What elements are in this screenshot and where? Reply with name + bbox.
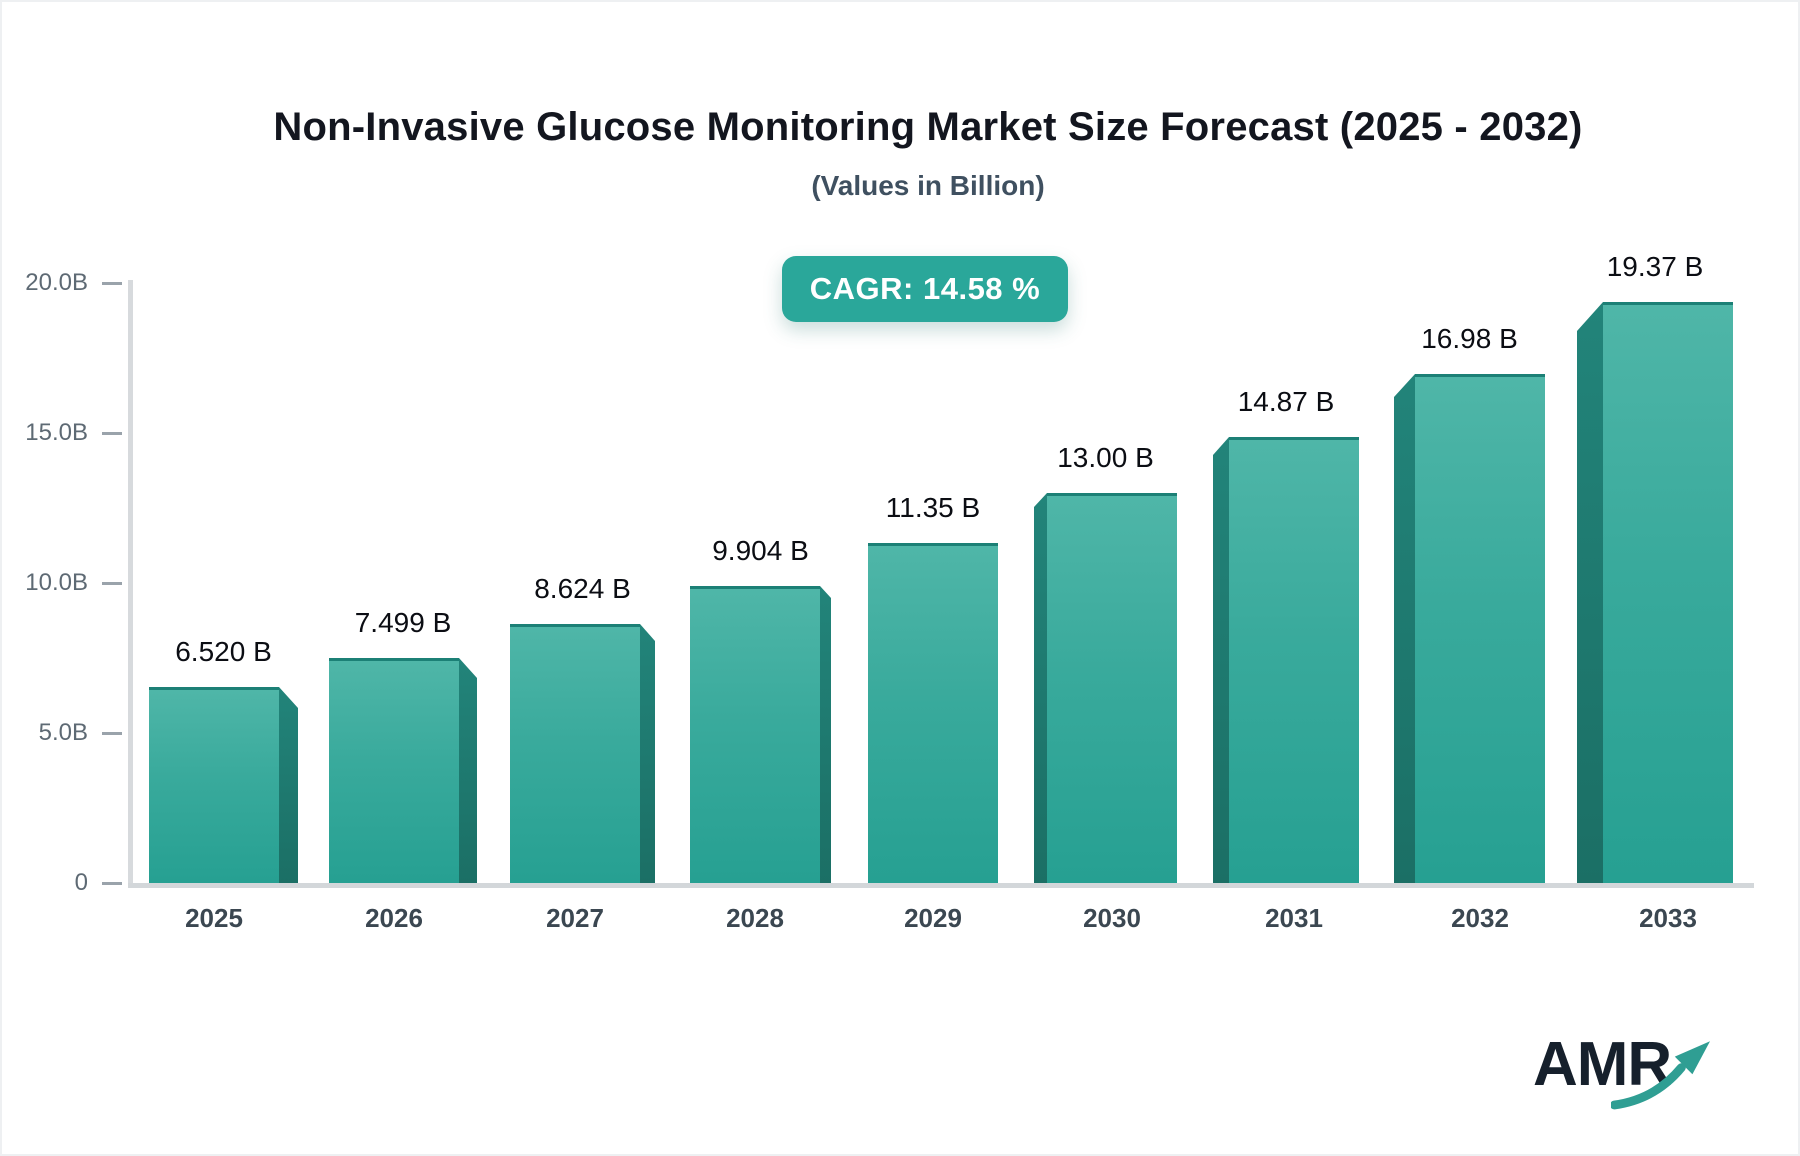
y-tick-label: 20.0B <box>25 269 88 296</box>
y-tick-label: 0 <box>74 869 88 896</box>
bar-value-label: 14.87 B <box>1237 386 1335 417</box>
bar-3d-side <box>1213 437 1229 883</box>
bar-2030 <box>1047 493 1177 883</box>
bar-3d-side <box>1034 493 1047 883</box>
y-tick-mark <box>102 582 122 585</box>
bar-value-label: 8.624 B <box>534 573 631 604</box>
bar-value-label: 9.904 B <box>712 535 809 566</box>
cagr-badge: CAGR: 14.58 % <box>782 256 1068 322</box>
x-axis-label: 2026 <box>365 903 423 933</box>
bar-2025 <box>149 687 279 883</box>
bar-3d-side <box>279 687 298 883</box>
x-axis-label: 2025 <box>185 903 243 933</box>
bar-value-label: 7.499 B <box>354 607 452 638</box>
bar-3d-side <box>459 658 477 883</box>
bar-3d-side <box>820 586 831 883</box>
y-tick-label: 5.0B <box>38 719 88 746</box>
bar-2031 <box>1229 437 1359 883</box>
y-tick-mark <box>102 732 122 735</box>
bar-value-label: 11.35 B <box>885 492 981 523</box>
amr-logo: AMR <box>1533 1030 1723 1120</box>
bar-3d-side <box>1577 302 1603 883</box>
bar-2029 <box>868 543 998 883</box>
bar-2027 <box>510 624 640 883</box>
bar-2028 <box>690 586 820 883</box>
x-axis-label: 2028 <box>726 903 784 933</box>
bar-value-label: 13.00 B <box>1057 442 1154 473</box>
y-tick-mark <box>102 282 122 285</box>
chart-header: Non-Invasive Glucose Monitoring Market S… <box>56 0 1800 203</box>
x-axis-label: 2032 <box>1451 903 1509 933</box>
chart-title: Non-Invasive Glucose Monitoring Market S… <box>273 105 1583 149</box>
cagr-badge-label: CAGR: 14.58 % <box>809 271 1041 306</box>
y-tick-label: 15.0B <box>25 419 88 446</box>
x-axis-label: 2027 <box>546 903 604 933</box>
y-tick-mark <box>102 882 122 885</box>
bar-2026 <box>329 658 459 883</box>
growth-arrow-icon <box>1611 1041 1710 1110</box>
y-tick-mark <box>102 432 122 435</box>
x-axis-label: 2031 <box>1265 903 1323 933</box>
x-axis-label: 2033 <box>1639 903 1697 933</box>
chart-subtitle: (Values in Billion) <box>811 170 1045 201</box>
bar-value-label: 6.520 B <box>175 636 272 667</box>
y-tick-label: 10.0B <box>25 569 88 596</box>
x-axis-label: 2030 <box>1083 903 1141 933</box>
bar-3d-side <box>1394 374 1415 883</box>
bar-value-label: 16.98 B <box>1421 323 1518 354</box>
bar-3d-side <box>640 624 655 883</box>
bar-2033 <box>1603 302 1733 883</box>
x-axis-baseline <box>128 883 1754 888</box>
x-axis-label: 2029 <box>904 903 962 933</box>
bar-value-label: 19.37 B <box>1606 251 1704 282</box>
bar-2032 <box>1415 374 1545 883</box>
amr-logo-text: AMR <box>1533 1030 1672 1099</box>
y-axis-line <box>128 280 133 888</box>
